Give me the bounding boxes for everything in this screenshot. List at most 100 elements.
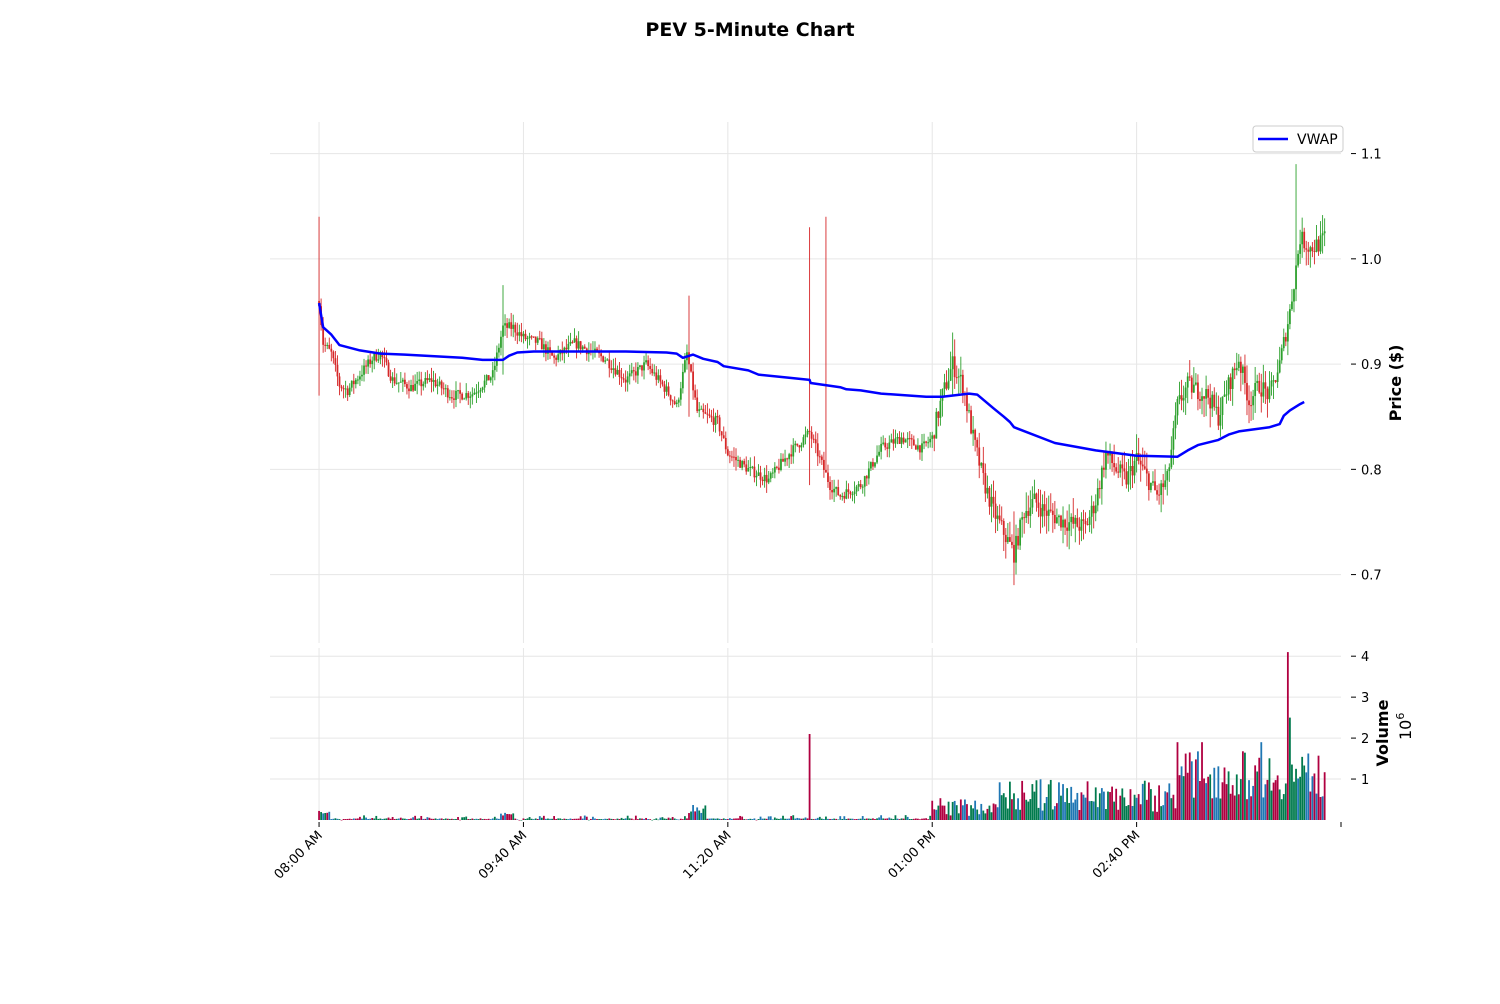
volume-bar (1072, 802, 1075, 820)
volume-bar (377, 818, 380, 820)
volume-bar (555, 818, 558, 820)
volume-bar (1213, 767, 1216, 820)
volume-bar (712, 818, 715, 820)
candle-body (326, 344, 329, 346)
candle-body (1051, 510, 1054, 515)
volume-bar (847, 818, 850, 820)
volume-bar (698, 810, 701, 820)
candle-body (769, 473, 772, 479)
volume-bar (356, 818, 359, 820)
candle-body (1319, 235, 1322, 252)
candle-body (1264, 382, 1267, 389)
candle-body (328, 344, 331, 349)
price-axis-label: Price ($) (1386, 345, 1405, 422)
volume-bar (485, 819, 488, 820)
volume-bar (551, 818, 553, 820)
volume-bar (1023, 792, 1026, 820)
candle-body (600, 353, 603, 357)
volume-bar (1150, 789, 1152, 820)
candle-body (894, 438, 897, 444)
candle-body (763, 474, 766, 482)
candle-body (865, 476, 868, 479)
volume-bar (853, 819, 856, 820)
volume-bar (424, 818, 427, 820)
candle-body (814, 439, 817, 444)
volume-bar (870, 818, 872, 820)
volume-bar (1076, 792, 1079, 820)
volume-bar (1174, 808, 1177, 820)
volume-bar (708, 818, 711, 820)
candle-body (1282, 337, 1285, 349)
candle-body (1094, 505, 1097, 514)
candle-body (332, 351, 335, 359)
candle-body (469, 396, 472, 398)
volume-bar (444, 818, 447, 820)
volume-bar (763, 818, 766, 820)
candle-body (369, 359, 372, 365)
volume-bar (718, 818, 721, 820)
candle-body (354, 379, 357, 385)
volume-bar (518, 819, 521, 821)
candle-body (945, 382, 948, 389)
candle-body (352, 380, 355, 385)
candle-body (1123, 468, 1126, 472)
volume-bar (598, 819, 600, 820)
volume-bar (704, 805, 707, 820)
volume-bar (933, 809, 936, 820)
volume-bar (820, 818, 823, 820)
candle-body (1307, 249, 1310, 252)
volume-bar (334, 818, 337, 820)
volume-bar (1098, 793, 1101, 820)
candle-body (383, 356, 386, 359)
volume-bar (1111, 786, 1113, 820)
candle-body (775, 466, 778, 468)
candle-body (845, 489, 848, 499)
volume-bar (612, 819, 615, 820)
volume-bar (434, 818, 437, 820)
volume-bar (1062, 784, 1064, 820)
volume-bar (469, 818, 472, 820)
candle-body (1025, 511, 1028, 518)
candle-body (941, 389, 944, 401)
candle-body (743, 461, 746, 465)
candle-body (334, 358, 337, 365)
volume-bar (602, 819, 605, 820)
volume-bar (681, 819, 684, 820)
volume-bar (694, 811, 697, 820)
candle-body (1178, 395, 1181, 400)
candle-body (516, 332, 519, 336)
volume-bar (1284, 783, 1287, 820)
candle-body (1092, 505, 1095, 514)
volume-bar (728, 818, 731, 820)
candle-body (679, 388, 682, 400)
candle-body (1045, 510, 1048, 516)
candle-body (955, 377, 958, 379)
volume-bar (475, 818, 478, 820)
candle-body (671, 400, 674, 402)
candle-body (594, 348, 596, 352)
candle-body (618, 369, 621, 377)
candle-body (457, 390, 459, 392)
volume-bar (663, 818, 666, 820)
volume-bar (1313, 773, 1316, 820)
candle-body (630, 370, 633, 374)
volume-bar (1276, 775, 1279, 820)
volume-bar (506, 814, 508, 820)
volume-bar (528, 817, 531, 820)
volume-bar (1078, 810, 1081, 820)
volume-bar (1235, 774, 1238, 820)
volume-bar (917, 818, 919, 820)
candle-body (943, 382, 946, 390)
candle-body (577, 341, 580, 349)
volume-bar (884, 818, 887, 820)
volume-bar (1186, 772, 1189, 820)
candle-body (610, 368, 613, 370)
candle-body (1096, 488, 1099, 506)
volume-bar (350, 819, 353, 820)
volume-bar (420, 815, 423, 820)
candle-body (430, 378, 433, 382)
candle-body (890, 439, 893, 443)
volume-scale-exponent: 6 (1394, 713, 1407, 720)
volume-bar (1123, 797, 1126, 820)
volume-bar (438, 818, 441, 820)
